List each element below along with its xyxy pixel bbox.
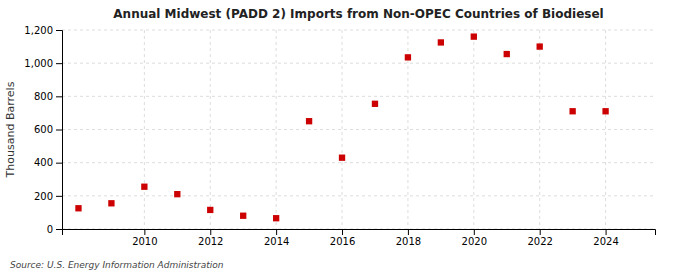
tick: 800 xyxy=(34,91,62,102)
tick-mark xyxy=(408,229,409,235)
tick-mark xyxy=(56,130,62,131)
tick: 400 xyxy=(34,157,62,168)
tick: 2012 xyxy=(198,229,223,247)
annotation: Source: U.S. Energy Information Administ… xyxy=(10,260,224,270)
tick: 1,200 xyxy=(24,25,62,36)
tick-mark xyxy=(56,163,62,164)
tick-label: 1,000 xyxy=(24,58,53,69)
point xyxy=(602,108,608,114)
tick-label: 2018 xyxy=(396,236,421,247)
point xyxy=(306,118,312,124)
plot-area: 2010 2012 2014 2016 2018 2020 2022 2024 0 200 400 6… xyxy=(24,25,655,247)
grid xyxy=(62,30,655,229)
tick: 1,000 xyxy=(24,58,62,69)
tick-label: 200 xyxy=(34,191,53,202)
tick-label: 800 xyxy=(34,91,53,102)
tick-mark xyxy=(276,229,277,235)
tick: 2024 xyxy=(593,229,618,247)
axis-domain xyxy=(56,31,63,230)
grid-line-y xyxy=(62,96,655,97)
tick-mark xyxy=(474,229,475,235)
point xyxy=(174,191,180,197)
point xyxy=(207,207,213,213)
grid-line-y xyxy=(62,195,655,196)
grid-line-x xyxy=(473,30,474,229)
grid-line-x xyxy=(539,30,540,229)
point xyxy=(240,213,246,219)
grid-line-x xyxy=(210,30,211,229)
tick-mark xyxy=(56,30,62,31)
tick-mark xyxy=(606,229,607,235)
grid-line-x xyxy=(276,30,277,229)
point xyxy=(108,200,114,206)
tick-label: 2014 xyxy=(264,236,289,247)
tick-label: 400 xyxy=(34,157,53,168)
tick-mark xyxy=(342,229,343,235)
tick-mark xyxy=(56,96,62,97)
tick: 200 xyxy=(34,191,62,202)
tick-label: 0 xyxy=(47,224,53,235)
grid-line-y xyxy=(62,30,655,31)
tick-label: 2024 xyxy=(593,236,618,247)
tick: 2010 xyxy=(132,229,157,247)
tick-label: 2016 xyxy=(330,236,355,247)
point xyxy=(339,155,345,161)
point xyxy=(438,39,444,45)
grid-line-x xyxy=(605,30,606,229)
tick-mark xyxy=(144,229,145,235)
tick: 2022 xyxy=(527,229,552,247)
point xyxy=(471,33,477,39)
tick-label: 2010 xyxy=(132,236,157,247)
tick: 600 xyxy=(34,124,62,135)
grid-line-y xyxy=(62,162,655,163)
tick-label: 1,200 xyxy=(24,25,53,36)
tick-label: 2022 xyxy=(527,236,552,247)
x-axis: 2010 2012 2014 2016 2018 2020 2022 2024 xyxy=(63,229,656,247)
grid-line-y xyxy=(62,129,655,130)
grid-line-x xyxy=(342,30,343,229)
tick-mark xyxy=(56,63,62,64)
tick: 2018 xyxy=(396,229,421,247)
tick: 2020 xyxy=(462,229,487,247)
point xyxy=(141,184,147,190)
tick-mark xyxy=(56,229,62,230)
point xyxy=(372,101,378,107)
tick-mark xyxy=(210,229,211,235)
tick: 2014 xyxy=(264,229,289,247)
tick-mark xyxy=(56,196,62,197)
chart-container: 2010 2012 2014 2016 2018 2020 2022 2024 0 200 400 6… xyxy=(0,0,675,275)
point xyxy=(569,108,575,114)
tick: 2016 xyxy=(330,229,355,247)
grid-line-y xyxy=(62,63,655,64)
point xyxy=(75,205,81,211)
point xyxy=(405,54,411,60)
tick-label: 2012 xyxy=(198,236,223,247)
point xyxy=(273,215,279,221)
grid-line-x xyxy=(144,30,145,229)
y-axis: 0 200 400 600 800 1,000 1,200 xyxy=(24,25,62,235)
points xyxy=(75,33,608,221)
axis-domain xyxy=(63,230,656,236)
tick-mark xyxy=(540,229,541,235)
chart: 2010 2012 2014 2016 2018 2020 2022 2024 0 200 400 6… xyxy=(0,0,675,275)
tick-label: 2020 xyxy=(462,236,487,247)
point xyxy=(537,43,543,49)
title: Annual Midwest (PADD 2) Imports from Non… xyxy=(113,7,603,21)
point xyxy=(504,51,510,57)
tick-label: 600 xyxy=(34,124,53,135)
y-axis-label: Thousand Barrels xyxy=(4,81,17,178)
tick: 0 xyxy=(47,224,62,235)
